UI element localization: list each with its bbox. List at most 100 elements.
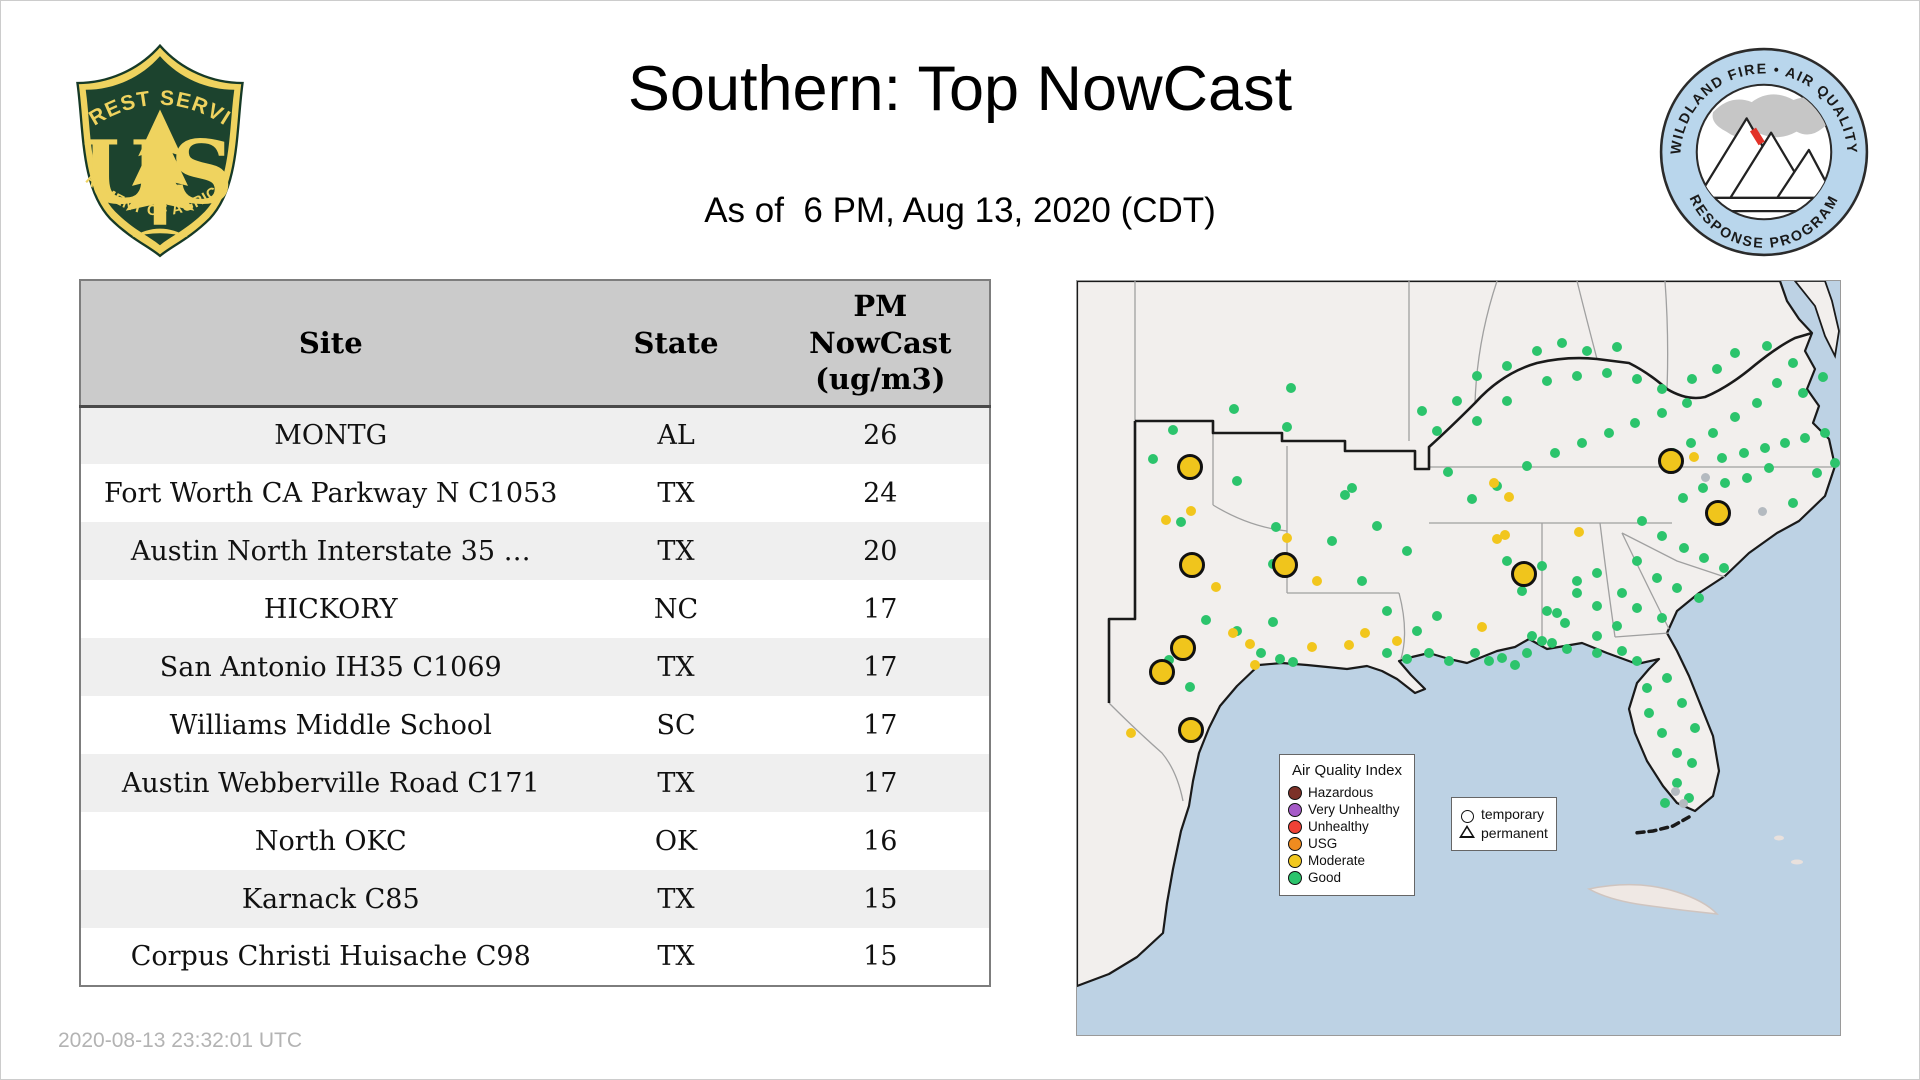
monitor-dot-good: [1510, 660, 1520, 670]
monitor-dot-good: [1148, 454, 1158, 464]
monitor-dot-good: [1522, 461, 1532, 471]
monitor-dot-good: [1800, 433, 1810, 443]
monitor-dot-good: [1812, 468, 1822, 478]
monitor-dot-good: [1730, 412, 1740, 422]
table-row: Fort Worth CA Parkway N C1053 TX 24: [80, 464, 990, 522]
monitor-dot-good: [1644, 708, 1654, 718]
monitor-dot-good: [1168, 425, 1178, 435]
monitor-dot-good: [1657, 613, 1667, 623]
legend-label: Hazardous: [1308, 785, 1374, 800]
monitor-dot-good: [1592, 648, 1602, 658]
monitor-dot-moderate: [1477, 622, 1487, 632]
temporary-monitor-moderate: [1511, 561, 1537, 587]
monitor-dot-good: [1432, 426, 1442, 436]
monitor-dot-good: [1679, 543, 1689, 553]
monitor-dot-moderate: [1574, 527, 1584, 537]
monitor-dot-inactive: [1670, 786, 1680, 796]
legend-swatch-icon: [1288, 870, 1302, 885]
monitor-dot-moderate: [1307, 642, 1317, 652]
monitor-dot-good: [1772, 378, 1782, 388]
monitor-dot-good: [1201, 615, 1211, 625]
forest-service-shield-icon: FOREST SERVICE U S DEPARTMENT OF AGRICUL…: [58, 23, 244, 258]
monitor-dot-good: [1452, 396, 1462, 406]
monitor-dot-good: [1678, 493, 1688, 503]
site-cell: North OKC: [254, 825, 407, 857]
temporary-monitor-moderate: [1149, 659, 1175, 685]
monitor-dot-good: [1432, 611, 1442, 621]
table-row: Austin North Interstate 35 … TX 20: [80, 522, 990, 580]
site-cell: Corpus Christi Huisache C98: [130, 941, 531, 972]
temporary-monitor-icon: [1460, 810, 1474, 823]
value-cell: 17: [863, 709, 898, 741]
monitor-dot-good: [1357, 576, 1367, 586]
monitor-dot-good: [1760, 443, 1770, 453]
monitor-dot-good: [1798, 388, 1808, 398]
monitor-dot-good: [1617, 646, 1627, 656]
value-cell: 17: [863, 651, 898, 683]
monitor-dot-good: [1542, 376, 1552, 386]
monitor-dot-good: [1642, 683, 1652, 693]
monitor-dot-good: [1630, 418, 1640, 428]
monitor-dot-good: [1176, 517, 1186, 527]
monitor-dot-good: [1542, 606, 1552, 616]
monitor-dot-good: [1288, 657, 1298, 667]
monitor-dot-good: [1788, 358, 1798, 368]
monitor-dot-good: [1229, 404, 1239, 414]
aqi-legend: Air Quality Index Hazardous Very Unhealth…: [1279, 754, 1415, 896]
monitor-dot-good: [1497, 653, 1507, 663]
monitor-dot-moderate: [1500, 530, 1510, 540]
monitor-dot-good: [1592, 631, 1602, 641]
monitor-dot-good: [1185, 682, 1195, 692]
table-row: Karnack C85 TX 15: [80, 870, 990, 928]
monitor-dot-moderate: [1312, 576, 1322, 586]
monitor-dot-good: [1164, 655, 1174, 665]
table-row: MONTG AL 26: [80, 406, 990, 464]
monitor-dot-good: [1572, 588, 1582, 598]
legend-label: Moderate: [1308, 853, 1366, 868]
temporary-monitor-moderate: [1272, 552, 1298, 578]
value-cell: 16: [863, 825, 898, 857]
monitor-dot-good: [1550, 448, 1560, 458]
monitor-dot-good: [1762, 341, 1772, 351]
monitor-dot-good: [1527, 631, 1537, 641]
monitor-dot-good: [1818, 372, 1828, 382]
monitor-dot-good: [1687, 758, 1697, 768]
wfaqrp-logo: WILDLAND FIRE • AIR QUALITY RESPONSE PRO…: [1657, 45, 1871, 259]
monitor-dot-good: [1502, 396, 1512, 406]
monitor-dot-good: [1612, 342, 1622, 352]
monitor-dot-good: [1382, 648, 1392, 658]
site-cell: Williams Middle School: [169, 709, 492, 741]
legend-item: Hazardous: [1288, 785, 1406, 800]
monitor-dot-moderate: [1211, 582, 1221, 592]
legend-label: Very Unhealthy: [1308, 802, 1400, 817]
monitor-dot-inactive: [1700, 472, 1710, 482]
page-subtitle: As of 6 PM, Aug 13, 2020 (CDT): [704, 191, 1216, 230]
monitor-dot-good: [1720, 478, 1730, 488]
monitor-dot-good: [1632, 374, 1642, 384]
table-row: San Antonio IH35 C1069 TX 17: [80, 638, 990, 696]
permanent-monitor-icon: [1459, 825, 1475, 838]
monitor-dot-good: [1739, 448, 1749, 458]
legend-swatch-icon: [1288, 802, 1302, 817]
table-row: Austin Webberville Road C171 TX 17: [80, 754, 990, 812]
wfaqrp-logo-icon: WILDLAND FIRE • AIR QUALITY RESPONSE PRO…: [1659, 47, 1869, 257]
monitor-dot-good: [1275, 654, 1285, 664]
value-cell: 15: [863, 941, 898, 972]
monitor-dot-good: [1708, 428, 1718, 438]
monitor-dot-good: [1682, 398, 1692, 408]
monitor-dot-good: [1502, 556, 1512, 566]
table-header-row: Site State PM NowCast (ug/m3): [80, 280, 990, 408]
monitor-dot-good: [1788, 498, 1798, 508]
monitor-dot-good: [1547, 638, 1557, 648]
monitor-dot-good: [1637, 516, 1647, 526]
legend-label: Unhealthy: [1308, 819, 1369, 834]
permanent-label: permanent: [1481, 825, 1548, 841]
monitor-dot-good: [1632, 603, 1642, 613]
legend-item: Unhealthy: [1288, 819, 1406, 834]
monitor-dot-moderate: [1504, 492, 1514, 502]
monitor-dot-good: [1662, 673, 1672, 683]
monitor-dot-good: [1657, 384, 1667, 394]
state-cell: NC: [653, 593, 699, 625]
monitor-dot-good: [1522, 648, 1532, 658]
